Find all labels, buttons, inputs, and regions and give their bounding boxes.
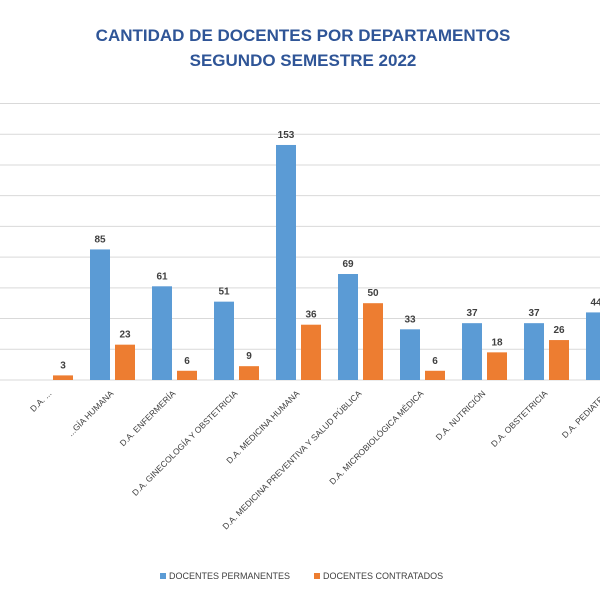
category-tick-label: D.A. GINECOLOGÍA Y OBSTETRICIA [130,388,240,498]
bar-permanentes [524,323,544,380]
bar-permanentes [152,286,172,380]
value-label-contratados: 6 [184,356,190,367]
bar-permanentes [90,249,110,380]
value-label-permanentes: 61 [156,271,168,282]
value-label-permanentes: 85 [94,234,106,245]
value-label-permanentes: 69 [342,259,354,270]
category-tick-label: D.A. ENFERMERÍA [118,388,178,448]
bar-permanentes [276,144,296,380]
bar-contratados [239,366,259,380]
value-label-contratados: 50 [367,288,379,299]
value-label-contratados: 26 [553,325,565,336]
legend: DOCENTES PERMANENTES DOCENTES CONTRATADO… [160,571,443,581]
bar-permanentes [400,329,420,380]
value-label-permanentes: 51 [218,287,230,298]
value-label-contratados: 9 [246,351,252,362]
value-label-contratados: 23 [119,330,131,341]
legend-swatch-permanentes [160,573,166,579]
value-label-contratados: 6 [432,356,438,367]
value-labels: 385236165191533669503363718372644227 [60,130,600,371]
category-tick-label: D.A. MEDICINA PREVENTIVA Y SALUD PÚBLICA [220,388,363,531]
value-label-permanentes: 33 [404,314,416,325]
category-tick-label: D.A. OBSTETRICIA [489,388,550,449]
value-label-contratados: 3 [60,360,66,371]
bar-contratados [363,303,383,380]
value-label-permanentes: 37 [528,308,540,319]
bar-permanentes [338,274,358,380]
category-tick-label: ...GÍA HUMANA [66,388,116,438]
bar-contratados [487,352,507,380]
category-tick-label: D.A. NUTRICIÓN [434,388,488,442]
bar-contratados [177,370,197,380]
category-ticks: D.A. ... ...GÍA HUMANA D.A. ENFERMERÍAD.A.… [28,388,600,531]
bar-contratados [301,324,321,380]
bars [53,144,600,380]
legend-label-contratados: DOCENTES CONTRATADOS [323,571,443,581]
bar-permanentes [462,323,482,380]
legend-label-permanentes: DOCENTES PERMANENTES [169,571,290,581]
value-label-permanentes: 44 [590,297,600,308]
bar-permanentes [214,301,234,380]
chart-title: CANTIDAD DE DOCENTES POR DEPARTAMENTOS [96,26,511,45]
value-label-permanentes: 153 [278,130,295,141]
category-tick-label: D.A. PEDIATRÍA [560,388,600,440]
category-tick-label: D.A. ... [28,388,53,413]
bar-contratados [425,370,445,380]
bar-contratados [53,375,73,380]
legend-swatch-contratados [314,573,320,579]
chart-subtitle: SEGUNDO SEMESTRE 2022 [190,51,417,70]
value-label-permanentes: 37 [466,308,478,319]
bar-contratados [549,340,569,380]
bar-contratados [115,344,135,380]
bar-permanentes [586,312,600,380]
value-label-contratados: 18 [491,337,503,348]
value-label-contratados: 36 [305,310,317,321]
